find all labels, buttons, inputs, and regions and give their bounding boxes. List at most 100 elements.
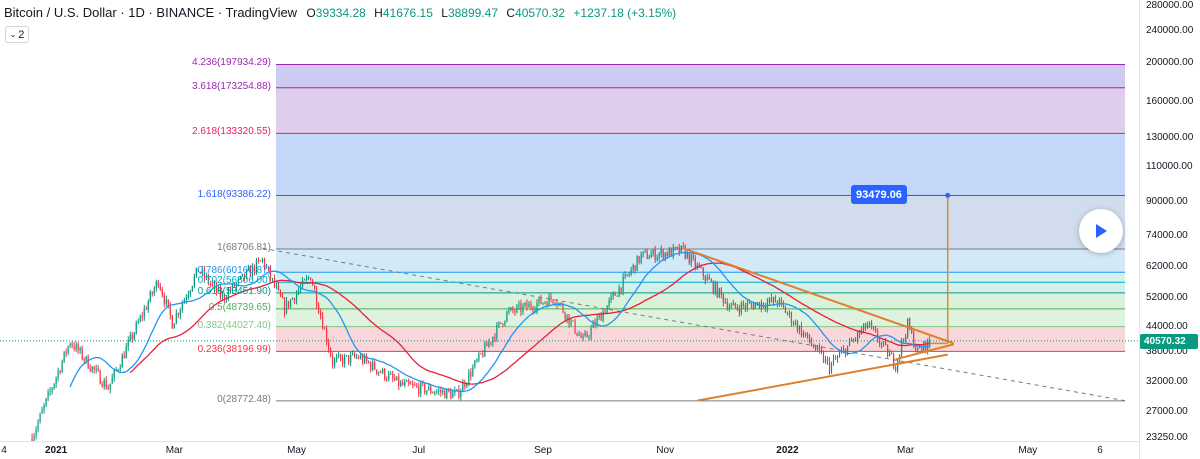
candle-body — [818, 345, 821, 350]
candle-body — [516, 305, 518, 312]
candle-body — [229, 290, 232, 292]
candle-body — [604, 311, 606, 314]
time-tick-label: Jul — [412, 445, 426, 456]
candle-body — [53, 383, 55, 389]
candle-body — [171, 315, 173, 329]
candle-body — [39, 413, 41, 422]
collapse-indicators-button[interactable]: ⌄ 2 — [5, 26, 29, 43]
candle-body — [344, 355, 346, 365]
candle-body — [670, 248, 672, 257]
candle-body — [762, 302, 764, 307]
candle-body — [187, 294, 189, 298]
candle-body — [658, 253, 660, 258]
candle-body — [482, 353, 484, 357]
candle-body — [872, 326, 875, 329]
candle-body — [135, 322, 137, 334]
candle-body — [269, 268, 272, 279]
candle-body — [281, 296, 284, 299]
candle-body — [382, 368, 384, 373]
candle-body — [616, 295, 618, 297]
candle-body — [842, 348, 845, 351]
candle-body — [800, 325, 803, 336]
candle-body — [392, 373, 394, 379]
candle-body — [889, 353, 891, 357]
candle-body — [897, 360, 899, 371]
time-tick-label: 2021 — [44, 445, 68, 456]
candle-body — [404, 381, 406, 385]
play-icon — [1096, 224, 1107, 238]
candle-body — [420, 382, 422, 395]
candle-body — [492, 336, 494, 343]
candle-body — [283, 298, 286, 314]
candle-body — [159, 285, 161, 290]
candle-body — [97, 368, 99, 371]
candle-body — [173, 323, 175, 329]
candle-body — [325, 328, 328, 343]
candle-body — [622, 276, 624, 292]
candle-body — [810, 341, 813, 345]
candle-body — [724, 301, 726, 303]
candle-body — [490, 342, 492, 344]
candle-body — [772, 297, 775, 302]
candle-body — [149, 291, 151, 302]
candle-body — [574, 320, 576, 333]
price-tick-label: 52000.00 — [1146, 291, 1188, 303]
chart-area[interactable] — [0, 0, 1139, 441]
candle-body — [696, 264, 698, 268]
time-axis[interactable]: 4 2021 Mar May Jul Sep Nov 2022 Mar May 6 — [0, 441, 1139, 459]
price-tick-label: 130000.00 — [1146, 131, 1194, 143]
fib-band — [276, 249, 1125, 273]
candle-body — [820, 349, 823, 353]
candle-body — [656, 257, 658, 261]
candle-body — [468, 371, 470, 384]
candle-body — [730, 305, 732, 308]
candle-body — [716, 283, 718, 298]
candle-body — [223, 294, 226, 300]
ascending-trendline — [697, 353, 948, 402]
candle-body — [111, 377, 113, 384]
candle-body — [75, 344, 77, 350]
candle-body — [915, 347, 917, 350]
candle-body — [512, 307, 514, 311]
target-price-label[interactable]: 93479.06 — [851, 185, 907, 205]
fib-band — [276, 326, 1125, 352]
fib-band — [276, 282, 1125, 293]
price-tick-label: 62000.00 — [1146, 260, 1188, 272]
candle-body — [644, 251, 646, 253]
candle-body — [65, 351, 67, 354]
price-scale[interactable]: 280000.00 240000.00 200000.00 160000.00 1300… — [1139, 0, 1200, 459]
candle-body — [854, 339, 857, 341]
candle-body — [868, 322, 871, 325]
candle-body — [796, 321, 799, 331]
candle-body — [105, 380, 107, 389]
price-chart[interactable] — [0, 0, 1139, 441]
candle-body — [37, 421, 39, 430]
candle-body — [582, 336, 584, 338]
candle-body — [917, 347, 919, 350]
time-tick-label: Mar — [897, 445, 915, 456]
play-button[interactable] — [1079, 209, 1123, 253]
price-tick-label: 32000.00 — [1146, 376, 1188, 388]
candle-body — [764, 306, 766, 309]
candle-body — [901, 340, 903, 355]
candle-body — [376, 369, 378, 374]
candle-body — [398, 376, 400, 387]
fib-level-label: 0(28772.48) — [217, 393, 271, 405]
candle-body — [372, 361, 374, 370]
candle-body — [472, 367, 474, 377]
candle-body — [410, 383, 412, 385]
candle-body — [925, 341, 927, 351]
candle-body — [233, 283, 236, 288]
candle-body — [590, 327, 592, 337]
candle-body — [103, 380, 105, 387]
fib-band — [276, 292, 1125, 309]
candle-body — [919, 347, 921, 349]
open-label: O — [306, 6, 316, 20]
candle-body — [508, 310, 510, 312]
candle-body — [470, 371, 472, 377]
candle-body — [628, 273, 630, 276]
candle-body — [786, 312, 789, 314]
candle-body — [903, 339, 905, 341]
candle-body — [295, 293, 298, 302]
candle-body — [332, 356, 334, 365]
